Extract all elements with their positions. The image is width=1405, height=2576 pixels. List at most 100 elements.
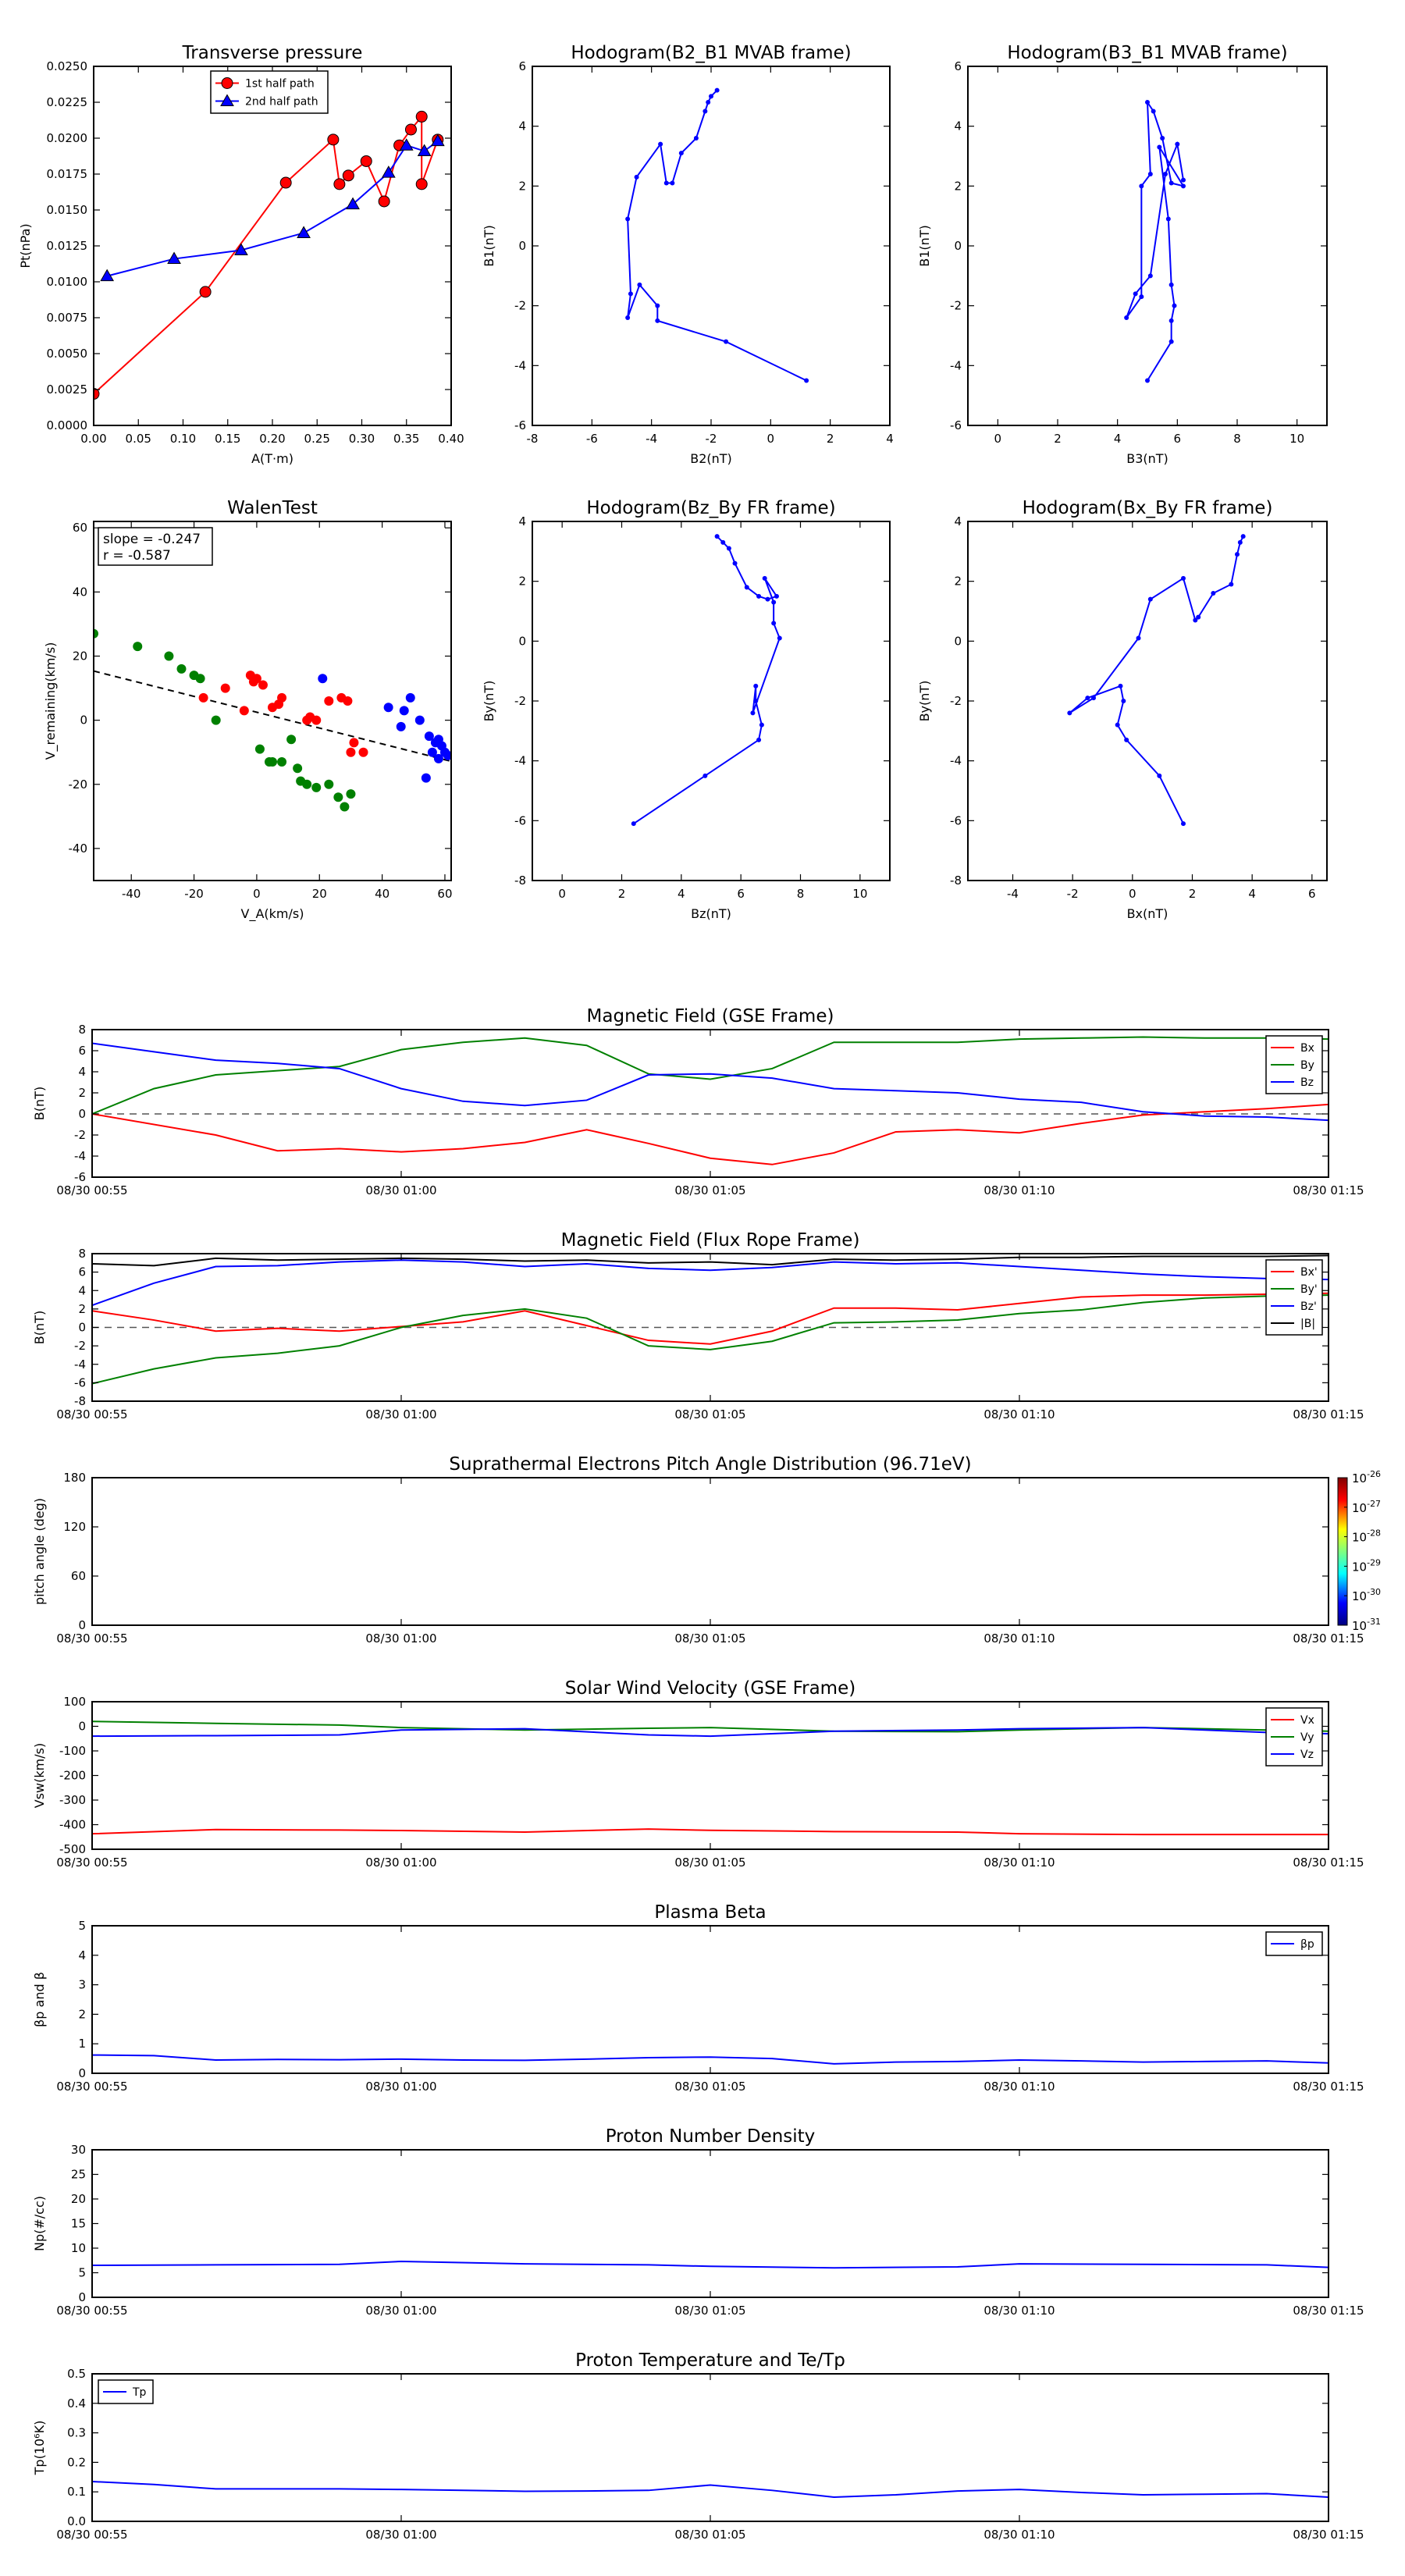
y-tick-label: 0 <box>78 1321 86 1335</box>
y-tick-label: -4 <box>950 754 962 768</box>
x-tick-label: 08/30 01:10 <box>984 1183 1055 1197</box>
y-tick-label: 0.1 <box>67 2485 86 2499</box>
data-point <box>663 180 669 186</box>
series-line <box>92 1259 1329 1307</box>
data-point <box>631 821 636 827</box>
data-point <box>625 315 631 320</box>
y-tick-label: -100 <box>59 1744 86 1758</box>
y-tick-label: -4 <box>74 1149 86 1163</box>
y-tick-label: 100 <box>63 1695 86 1709</box>
series-Bz' <box>92 1259 1329 1307</box>
y-tick-label: 0.0050 <box>47 347 88 361</box>
data-point <box>417 144 432 157</box>
data-point <box>234 243 248 256</box>
y-tick-label: 4 <box>78 1283 86 1297</box>
series-Bz <box>92 1042 1329 1122</box>
y-tick-label: -4 <box>74 1357 86 1372</box>
y-tick-label: -6 <box>950 813 962 827</box>
x-tick-label: -2 <box>706 432 717 446</box>
chart-title: Proton Number Density <box>606 2126 816 2147</box>
y-tick-label: -2 <box>950 694 962 708</box>
series-green <box>94 628 356 812</box>
y-tick-label: -200 <box>59 1769 86 1783</box>
legend: Bx' By' Bz' |B| <box>1265 1259 1323 1336</box>
data-point <box>1157 144 1162 150</box>
data-point <box>311 715 322 725</box>
data-point <box>756 737 762 742</box>
x-tick-label: 08/30 01:15 <box>1293 1407 1364 1421</box>
legend-label: |B| <box>1300 1318 1315 1330</box>
data-point <box>199 286 212 298</box>
series-line <box>627 89 807 382</box>
x-tick-label: 0 <box>253 887 261 901</box>
data-point <box>702 109 708 114</box>
plot-area <box>631 534 782 827</box>
y-tick-label: 6 <box>78 1265 86 1279</box>
data-point <box>1136 635 1141 641</box>
y-tick-label: -500 <box>59 1842 86 1856</box>
x-tick-label: 0 <box>767 432 775 446</box>
data-point <box>670 180 675 186</box>
data-point <box>753 699 759 703</box>
series-line <box>633 535 781 824</box>
y-tick-label: 4 <box>954 119 962 133</box>
x-tick-label: 0.30 <box>349 432 375 446</box>
x-tick-label: 08/30 01:00 <box>365 1631 436 1646</box>
data-point <box>277 757 287 767</box>
data-point <box>750 710 756 716</box>
series-Tp <box>92 2480 1329 2499</box>
y-tick-label: 0.0000 <box>47 418 88 432</box>
data-point <box>164 651 174 661</box>
y-tick-label: 0 <box>518 634 526 648</box>
series-hodogram <box>1124 99 1186 383</box>
plot-area <box>1124 99 1186 383</box>
y-axis-label: βp and β <box>32 1972 47 2027</box>
data-point <box>732 560 738 566</box>
data-point <box>333 792 343 802</box>
series-line <box>92 2054 1329 2065</box>
data-point <box>358 747 368 757</box>
legend-marker <box>220 94 234 106</box>
chart-solar_wind: Solar Wind Velocity (GSE Frame) 08/30 00:… <box>32 1678 1364 1870</box>
y-tick-label: 4 <box>78 1948 86 1962</box>
chart-title: Hodogram(Bz_By FR frame) <box>586 498 835 518</box>
data-point <box>327 133 340 146</box>
data-point <box>1067 710 1072 716</box>
colorbar-label: 10-26 <box>1352 1469 1381 1485</box>
plot-area <box>92 1720 1329 1836</box>
y-tick-label: 2 <box>78 1302 86 1316</box>
y-axis-label: B1(nT) <box>482 225 496 267</box>
x-tick-label: 08/30 01:00 <box>365 2304 436 2318</box>
data-point <box>1229 582 1234 587</box>
data-point <box>1118 683 1123 688</box>
plot-area <box>94 628 451 812</box>
legend-label: Bz' <box>1300 1300 1317 1313</box>
x-axis-label: B3(nT) <box>1126 451 1168 466</box>
y-tick-label: 2 <box>78 1086 86 1100</box>
series-line <box>92 2261 1329 2269</box>
data-point <box>1211 591 1216 596</box>
x-tick-label: 08/30 00:55 <box>56 1183 127 1197</box>
data-point <box>1115 722 1120 728</box>
series-By' <box>92 1294 1329 1385</box>
y-tick-label: 0 <box>954 239 962 253</box>
y-tick-label: 0.5 <box>67 2367 86 2381</box>
data-point <box>1196 614 1201 620</box>
chart-plasma_beta: Plasma Beta 08/30 00:55 08/30 01:00 08/30 0… <box>32 1902 1364 2094</box>
x-tick-label: 08/30 01:15 <box>1293 2528 1364 2542</box>
data-point <box>346 789 356 799</box>
x-tick-label: 08/30 01:10 <box>984 2080 1055 2094</box>
y-tick-label: 120 <box>63 1520 86 1534</box>
y-tick-label: 60 <box>73 521 87 535</box>
y-axis-label: Pt(nPa) <box>18 223 33 268</box>
data-point <box>324 779 334 789</box>
y-tick-label: 0.0175 <box>47 167 88 181</box>
data-point <box>720 539 726 545</box>
y-tick-label: 3 <box>78 1978 86 1992</box>
data-point <box>195 674 205 684</box>
y-axis-label: pitch angle (deg) <box>32 1498 47 1605</box>
data-point <box>346 197 360 210</box>
data-point <box>1145 378 1150 383</box>
y-tick-label: -6 <box>514 813 526 827</box>
data-point <box>625 216 631 222</box>
